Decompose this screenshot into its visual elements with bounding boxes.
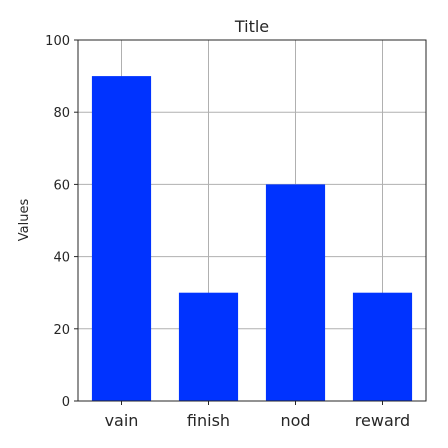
bar-finish — [178, 292, 239, 401]
labels-layer: 0 20 40 60 80 100 vain finish nod reward — [45, 34, 410, 430]
y-tick-label: 0 — [62, 395, 70, 410]
y-tick-label: 100 — [45, 34, 70, 49]
bar-vain — [91, 76, 152, 401]
y-tick-label: 20 — [53, 323, 70, 338]
y-tick-label: 80 — [53, 106, 70, 121]
x-tick-label: finish — [187, 411, 230, 430]
y-tick-label: 40 — [53, 251, 70, 266]
x-tick-label: reward — [355, 411, 410, 430]
y-tick-label: 60 — [53, 178, 70, 193]
bar-reward — [352, 292, 413, 401]
y-axis-label: Values — [17, 199, 32, 242]
x-tick-label: vain — [105, 411, 139, 430]
bars-layer — [91, 76, 413, 401]
plot-frame — [77, 39, 427, 402]
chart-title: Title — [234, 17, 269, 36]
x-tick-label: nod — [280, 411, 310, 430]
bar-nod — [265, 184, 326, 401]
